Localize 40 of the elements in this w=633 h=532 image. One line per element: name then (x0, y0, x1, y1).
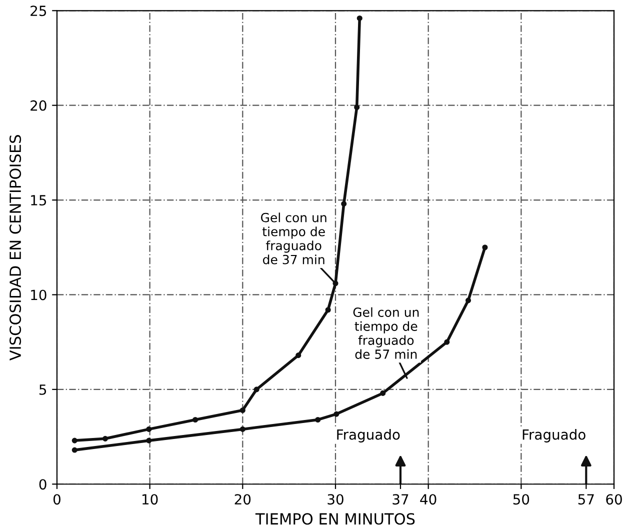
point (72, 438, 78, 444)
y-tick-label: 20 (30, 100, 46, 111)
x-tick-label: 37 (392, 494, 408, 505)
y-tick-label: 25 (30, 6, 46, 16)
point (146, 426, 152, 432)
y-tick-label: 5 (39, 384, 46, 395)
point (444, 339, 450, 345)
annotation: Gel con un tiempo de fraguado de 37 min (260, 212, 326, 264)
point (482, 244, 488, 250)
x-tick-label: 57 (578, 494, 594, 505)
point (356, 15, 362, 21)
x-tick-label: 30 (328, 494, 344, 505)
point (341, 201, 347, 207)
y-axis-title: VISCOSIDAD EN CENTIPOISES (10, 135, 22, 360)
point (192, 416, 198, 423)
point (465, 298, 472, 304)
y-tick-label: 0 (39, 479, 46, 490)
x-tick-label: 20 (234, 494, 251, 505)
x-tick-label: 60 (606, 494, 622, 505)
x-tick-label: 0 (53, 494, 60, 505)
point (102, 436, 108, 442)
point (240, 407, 246, 414)
point (146, 438, 152, 444)
ref-line-label: Fraguado (337, 429, 400, 442)
x-axis-title: TIEMPO EN MINUTOS (255, 513, 415, 525)
point (380, 390, 386, 396)
point (315, 416, 321, 423)
x-tick-label: 10 (142, 494, 158, 505)
point (325, 307, 331, 313)
x-tick-label: 40 (420, 494, 436, 505)
annotation: Gel con un tiempo de fraguado de 57 min (353, 307, 419, 359)
y-tick-label: 15 (31, 195, 46, 206)
x-tick-label: 50 (513, 494, 530, 505)
y-tick-label: 10 (31, 290, 46, 300)
ref-line-label: Fraguado (522, 429, 586, 442)
point (254, 386, 260, 392)
point (296, 352, 302, 358)
point (240, 426, 246, 432)
point (72, 447, 78, 453)
point (354, 104, 360, 110)
